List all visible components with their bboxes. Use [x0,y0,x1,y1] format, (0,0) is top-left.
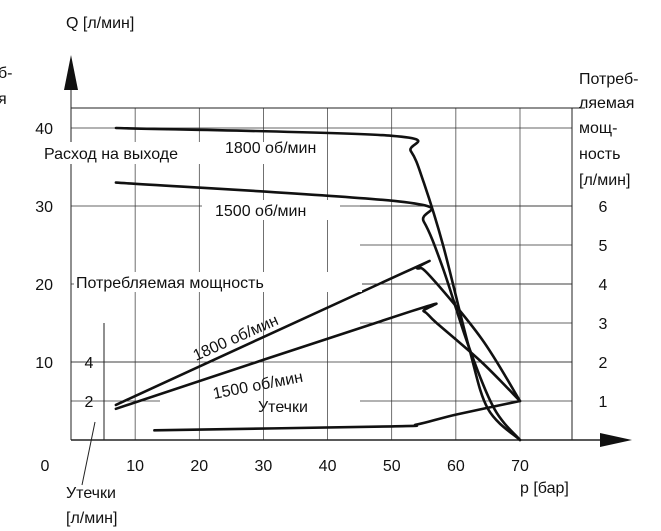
x-tick-label: 50 [383,458,401,475]
y-right-axis-title: Потреб- ляемая мощ- ность [л/мин] [579,71,638,189]
x-axis-title: p [бар] [520,480,569,497]
flow-1800-curve [114,126,522,442]
y-left-tick-label: 10 [35,355,53,372]
x-axis-arrow [600,433,632,447]
curves [114,126,522,442]
leak-curve [153,399,522,432]
y-leak-tick-label: 2 [85,394,94,411]
y-left-tick-label: 40 [35,121,53,138]
clipped-text-line-1: б- [0,65,13,82]
leak-title-line-1: Утечки [66,485,116,502]
right-title-line-2: ляемая [579,95,634,112]
frame-lines [70,80,612,486]
x-tick-label: 70 [511,458,529,475]
right-title-line-3: мощ- [579,120,617,137]
y-left-tick-label: 20 [35,277,53,294]
rpm-1500-power-label: 1500 об/мин [212,369,305,403]
power-group-label: Потребляемая мощность [76,275,264,292]
y-left-tick-label: 30 [35,199,53,216]
power-1500-curve [114,302,522,411]
leak-title-line-2: [л/мин] [66,510,117,527]
x-tick-label: 40 [319,458,337,475]
y-left-tick-labels: 10 20 30 40 [35,121,53,372]
x-tick-label: 10 [126,458,144,475]
y-right-tick-label: 5 [599,238,608,255]
y-leak-tick-labels: 24 [85,355,94,411]
leak-curve-label: Утечки [258,399,308,416]
flow-group-label: Расход на выходе [44,146,178,163]
y-right-tick-label: 2 [599,355,608,372]
right-title-line-5: [л/мин] [579,172,630,189]
x-tick-label: 0 [41,458,50,475]
rpm-1500-flow-label: 1500 об/мин [215,203,306,220]
leak-axis-title: Утечки [л/мин] [66,485,117,527]
x-tick-label: 60 [447,458,465,475]
x-tick-label: 30 [255,458,273,475]
y-left-axis-title: Q [л/мин] [66,15,134,32]
y-right-tick-labels: 1 2 3 4 5 6 [599,199,608,411]
clipped-text-line-2: я [0,91,7,108]
power-1800-curve [114,259,522,407]
rpm-1800-power-label: 1800 об/мин [191,312,281,365]
y-right-tick-label: 4 [599,277,608,294]
rpm-1800-flow-label: 1800 об/мин [225,140,316,157]
y-right-tick-label: 1 [599,394,608,411]
y-leak-tick-label: 4 [85,355,94,372]
annotations: Расход на выходе 1800 об/мин 1500 об/мин… [0,15,638,527]
x-tick-label: 20 [190,458,208,475]
right-title-line-4: ность [579,146,620,163]
y-axis-arrow [64,55,78,90]
flow-1500-curve [114,181,522,442]
y-right-tick-label: 3 [599,316,608,333]
leak-label-leader [81,421,96,486]
x-tick-labels: 0 10 20 30 40 50 60 70 [41,458,529,475]
y-right-tick-label: 6 [599,199,608,216]
right-title-line-1: Потреб- [579,71,638,88]
clipped-left-text: б- я [0,65,13,108]
